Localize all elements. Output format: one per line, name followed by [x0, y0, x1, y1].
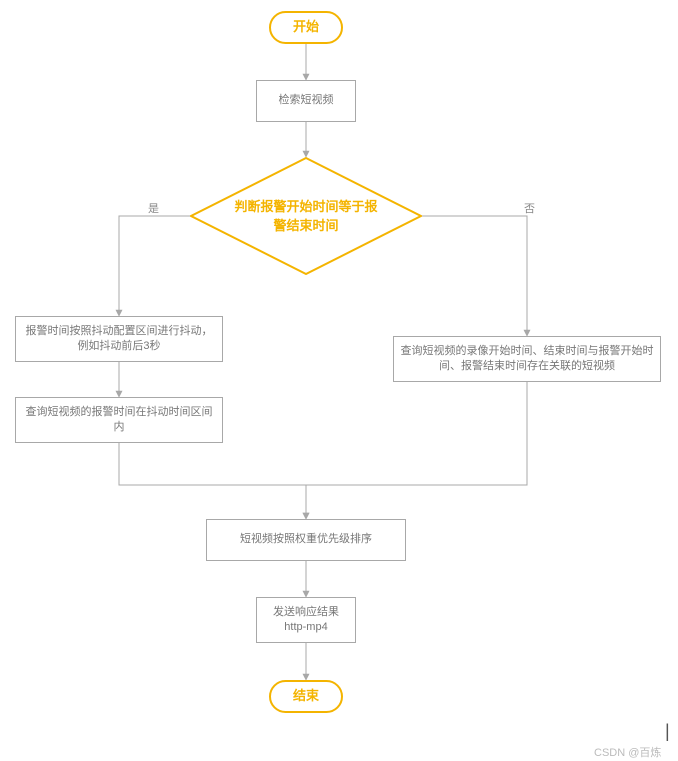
send-node: 发送响应结果http-mp4: [256, 597, 356, 643]
query-left-node: 查询短视频的报警时间在抖动时间区间内: [15, 397, 223, 443]
retrieve-label: 检索短视频: [279, 93, 334, 108]
decision-label: 判断报警开始时间等于报警结束时间: [230, 197, 382, 236]
start-label: 开始: [293, 18, 319, 36]
sort-label: 短视频按照权重优先级排序: [240, 532, 372, 547]
caret-icon: |: [665, 722, 670, 740]
jitter-label: 报警时间按照抖动配置区间进行抖动，例如抖动前后3秒: [22, 324, 216, 355]
query-right-label: 查询短视频的录像开始时间、结束时间与报警开始时间、报警结束时间存在关联的短视频: [400, 344, 654, 375]
retrieve-node: 检索短视频: [256, 80, 356, 122]
query-right-node: 查询短视频的录像开始时间、结束时间与报警开始时间、报警结束时间存在关联的短视频: [393, 336, 661, 382]
sort-node: 短视频按照权重优先级排序: [206, 519, 406, 561]
send-label: 发送响应结果http-mp4: [263, 605, 349, 636]
watermark-text: CSDN @百炼: [594, 744, 661, 760]
edge-label-no: 否: [524, 200, 535, 216]
end-node: 结束: [269, 680, 343, 713]
decision-node: 判断报警开始时间等于报警结束时间: [190, 157, 422, 275]
start-node: 开始: [269, 11, 343, 44]
query-left-label: 查询短视频的报警时间在抖动时间区间内: [22, 405, 216, 436]
edge-label-yes: 是: [148, 200, 159, 216]
end-label: 结束: [293, 687, 319, 705]
jitter-node: 报警时间按照抖动配置区间进行抖动，例如抖动前后3秒: [15, 316, 223, 362]
